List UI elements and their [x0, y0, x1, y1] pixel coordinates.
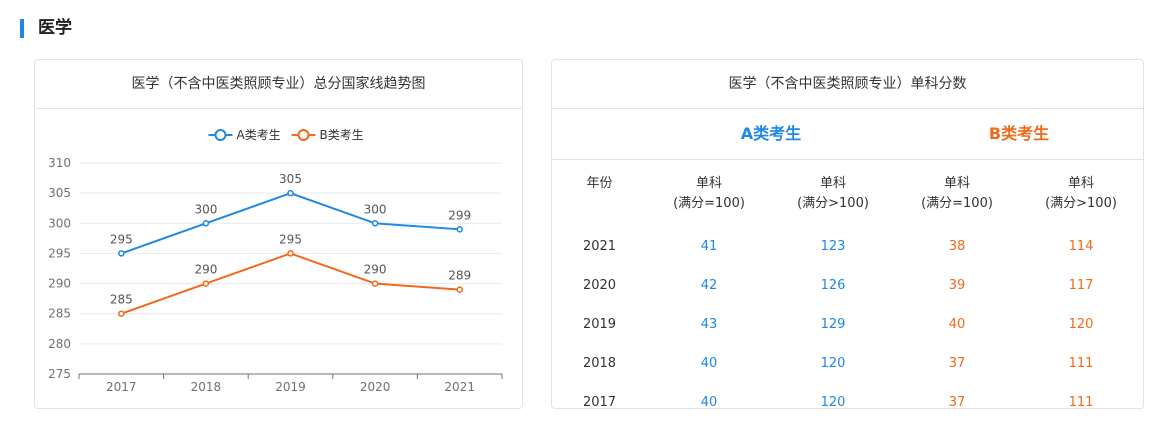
data-point [118, 250, 125, 257]
x-tick-label: 2021 [444, 380, 475, 394]
cell-b-over100: 120 [1068, 317, 1094, 332]
cell-a-full100: 41 [700, 239, 718, 254]
cell-b-full100: 37 [948, 395, 966, 410]
header-l1: 单科 [819, 176, 846, 191]
data-label: 295 [279, 232, 302, 246]
group-b-label: B类考生 [988, 124, 1050, 143]
cell-a-over100: 123 [820, 239, 846, 254]
header-l2: (满分>100) [1045, 196, 1117, 211]
cell-year: 2020 [582, 278, 617, 293]
cell-year: 2017 [582, 395, 617, 410]
scores-card: 医学（不含中医类照顾专业）单科分数 A类考生 B类考生 年份 单科 (满分=100… [551, 59, 1144, 410]
cell-a-over100: 120 [820, 395, 846, 410]
data-label: 290 [194, 263, 217, 277]
table-row: 2020 42 126 39 117 [552, 266, 1143, 305]
cell-b-over100: 111 [1068, 395, 1094, 410]
section-accent-bar [20, 19, 24, 38]
y-tick-label: 290 [48, 277, 71, 291]
table-row: 2018 40 120 37 111 [552, 344, 1143, 383]
data-point [371, 280, 379, 287]
data-label: 299 [448, 208, 471, 222]
cell-b-full100: 37 [948, 356, 966, 371]
data-label: 290 [364, 263, 387, 277]
data-point [118, 310, 125, 317]
cell-year: 2021 [582, 239, 617, 254]
cell-b-over100: 117 [1068, 278, 1094, 293]
y-tick-label: 280 [48, 337, 71, 351]
data-label: 285 [110, 293, 133, 307]
y-tick-label: 285 [48, 307, 71, 321]
data-point [287, 250, 294, 257]
legend-marker [214, 129, 227, 141]
data-label: 300 [194, 202, 217, 216]
table-row: 2017 40 120 37 111 [552, 383, 1143, 422]
data-label: 305 [279, 172, 302, 186]
cell-b-over100: 114 [1068, 239, 1094, 254]
cell-year: 2019 [582, 317, 617, 332]
cell-a-over100: 120 [820, 356, 846, 371]
cell-a-over100: 126 [820, 278, 846, 293]
x-tick-label: 2017 [106, 380, 137, 394]
cell-b-full100: 40 [948, 317, 966, 332]
data-label: 300 [364, 202, 387, 216]
x-tick-label: 2019 [275, 380, 306, 394]
y-tick-label: 275 [48, 367, 71, 381]
header-l1: 单科 [1067, 176, 1094, 191]
header-l2: (满分=100) [921, 196, 993, 211]
legend-label: A类考生 [237, 128, 281, 142]
header-l2: (满分=100) [673, 196, 745, 211]
data-point [202, 280, 210, 287]
header-l2: (满分>100) [797, 196, 869, 211]
data-point [371, 220, 379, 227]
header-a-over100: 单科 (满分>100) [771, 168, 895, 227]
x-tick-label: 2018 [191, 380, 222, 394]
x-tick-label: 2020 [360, 380, 391, 394]
header-b-over100: 单科 (满分>100) [1019, 168, 1143, 227]
header-b-full100: 单科 (满分=100) [895, 168, 1019, 227]
header-l1: 单科 [943, 176, 970, 191]
cell-a-full100: 43 [700, 317, 718, 332]
data-point [456, 286, 463, 293]
cell-b-full100: 39 [948, 278, 966, 293]
legend-marker [297, 129, 310, 141]
cell-a-full100: 42 [700, 278, 718, 293]
cell-b-over100: 111 [1068, 356, 1094, 371]
cell-year: 2018 [582, 356, 617, 371]
y-tick-label: 305 [48, 186, 71, 200]
data-point [456, 226, 463, 233]
legend-label: B类考生 [320, 128, 364, 142]
cell-b-full100: 38 [948, 239, 966, 254]
scores-card-title: 医学（不含中医类照顾专业）单科分数 [552, 60, 1143, 109]
trend-line-chart: 275 280 285 290 295 300 305 310 2017 2018 2019 2020… [48, 128, 503, 394]
y-tick-label: 295 [48, 246, 71, 260]
section-title: 医学 [38, 18, 72, 38]
data-point [287, 189, 294, 197]
group-header-row: A类考生 B类考生 [552, 109, 1143, 160]
cell-a-full100: 40 [700, 356, 718, 371]
table-row: 2021 41 123 38 114 [552, 227, 1143, 266]
y-tick-label: 300 [48, 216, 71, 230]
table-header-row: 年份 单科 (满分=100) 单科 (满分>100) 单科 (满分=100) 单科 (满… [552, 168, 1143, 227]
cell-a-over100: 129 [820, 317, 846, 332]
data-label: 295 [110, 232, 133, 246]
group-a-label: A类考生 [740, 124, 802, 143]
header-a-full100: 单科 (满分=100) [647, 168, 771, 227]
cell-a-full100: 40 [700, 395, 718, 410]
data-point [202, 220, 210, 227]
chart-card-title: 医学（不含中医类照顾专业）总分国家线趋势图 [35, 60, 522, 109]
data-label: 289 [448, 269, 471, 283]
header-year: 年份 [586, 176, 613, 191]
y-tick-label: 310 [48, 156, 71, 170]
table-row: 2019 43 129 40 120 [552, 305, 1143, 344]
header-l1: 单科 [695, 176, 722, 191]
chart-card: 医学（不含中医类照顾专业）总分国家线趋势图 275 280 285 290 295 300… [34, 59, 523, 409]
scores-table: 年份 单科 (满分=100) 单科 (满分>100) 单科 (满分=100) 单科 (满… [552, 168, 1143, 422]
